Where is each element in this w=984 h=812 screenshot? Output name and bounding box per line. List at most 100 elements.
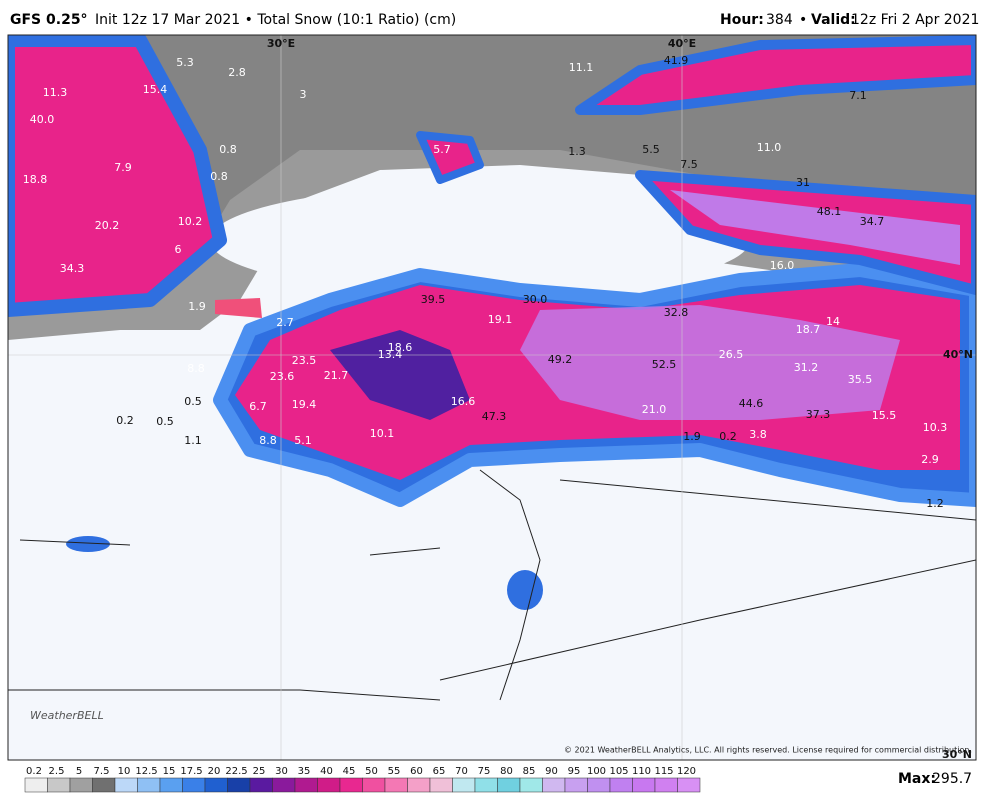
value-label: 6.7 [249,400,267,413]
legend-tick: 100 [587,766,606,777]
legend-swatch [137,777,161,793]
legend-tick: 45 [343,766,356,777]
value-label: 5.1 [294,434,312,447]
purple-snow [520,305,900,420]
legend-tick: 110 [632,766,651,777]
legend-tick: 12.5 [135,766,157,777]
legend-tick: 40 [320,766,333,777]
value-label: 2.8 [228,66,246,79]
max-label: Max: [898,771,936,787]
value-label: 52.5 [652,358,677,371]
legend-swatch [542,777,566,793]
value-label: 5.7 [433,143,451,156]
value-label: 31.2 [794,361,819,374]
legend-tick: 22.5 [225,766,247,777]
legend-swatch [69,777,93,793]
value-label: 15.5 [872,409,897,422]
legend-tick: 25 [253,766,266,777]
legend-swatch [654,777,678,793]
value-label: 10.3 [923,421,948,434]
value-label: 18.7 [796,323,821,336]
value-label: 6 [175,243,182,256]
marmara [215,298,262,318]
legend-swatch [632,777,656,793]
value-label: 11.3 [43,86,68,99]
legend-tick: 50 [365,766,378,777]
legend-tick: 5 [76,766,82,777]
value-label: 19.4 [292,398,317,411]
graticule-label: 30°E [267,37,295,50]
value-label: 0.8 [210,170,228,183]
value-label: 19.1 [488,313,513,326]
legend-tick: 2.5 [49,766,65,777]
caucasus-purple [670,190,960,265]
legend-swatch [317,777,341,793]
value-label: 16.6 [451,395,476,408]
graticule-label: 40°E [668,37,696,50]
value-label: 47.3 [482,410,507,423]
legend-swatch [474,777,498,793]
value-label: 34.7 [860,215,885,228]
model: GFS 0.25° [10,12,88,28]
value-label: 11.0 [757,141,782,154]
value-label: 26.5 [719,348,744,361]
legend-swatch [182,777,206,793]
legend-swatch [114,777,138,793]
legend-tick: 55 [388,766,401,777]
max-value: 295.7 [932,771,972,787]
value-label: 16.0 [770,259,795,272]
value-label: 35.5 [848,373,873,386]
value-label: 1.9 [188,300,206,313]
value-label: 23.5 [292,354,317,367]
legend-tick: 0.2 [26,766,42,777]
legend-swatch [249,777,273,793]
value-label: 21.0 [642,403,667,416]
legend-swatch [24,777,48,793]
legend-swatch [272,777,296,793]
value-label: 40.0 [30,113,55,126]
value-label: 1.2 [926,497,944,510]
value-label: 15.4 [143,83,168,96]
legend-swatch [204,777,228,793]
crete-snow [66,536,110,552]
value-label: 0.2 [719,430,737,443]
value-label: 0.2 [116,414,134,427]
legend-swatch [609,777,633,793]
legend-tick: 70 [455,766,468,777]
value-label: 30.0 [523,293,548,306]
value-labels: 30°E 40°E 40°N 30°N 11.3 40.0 15.4 5.3 2.8 3 0.8 0.… [23,37,973,760]
legend-tick: 65 [433,766,446,777]
legend-swatch [47,777,71,793]
copyright: © 2021 WeatherBELL Analytics, LLC. All r… [564,746,972,755]
legend-tick: 7.5 [94,766,110,777]
legend-tick: 17.5 [180,766,202,777]
lebanon-snow [507,570,543,610]
value-label: 18.8 [23,173,48,186]
legend-tick: 115 [654,766,673,777]
value-label: 2.9 [921,453,939,466]
value-label: 1.1 [184,434,202,447]
violet-snow [330,330,470,420]
value-label: 7.9 [114,161,132,174]
legend-tick: 35 [298,766,311,777]
value-label: 20.2 [95,219,120,232]
borders [8,469,976,701]
legend-swatch [362,777,386,793]
value-label: 21.7 [324,369,349,382]
value-label: 44.6 [739,397,764,410]
legend-tick: 80 [500,766,513,777]
legend-swatch [429,777,453,793]
legend-tick: 20 [208,766,221,777]
legend-tick: 60 [410,766,423,777]
value-label: 13.4 [378,348,403,361]
value-label: 18.6 [388,341,413,354]
value-label: 49.2 [548,353,573,366]
hour: 384 [766,12,793,28]
valid: 12z Fri 2 Apr 2021 [851,12,979,28]
legend-tick: 105 [609,766,628,777]
legend-swatch [159,777,183,793]
legend-swatch [227,777,251,793]
value-label: 48.1 [817,205,842,218]
legend-tick: 85 [523,766,536,777]
